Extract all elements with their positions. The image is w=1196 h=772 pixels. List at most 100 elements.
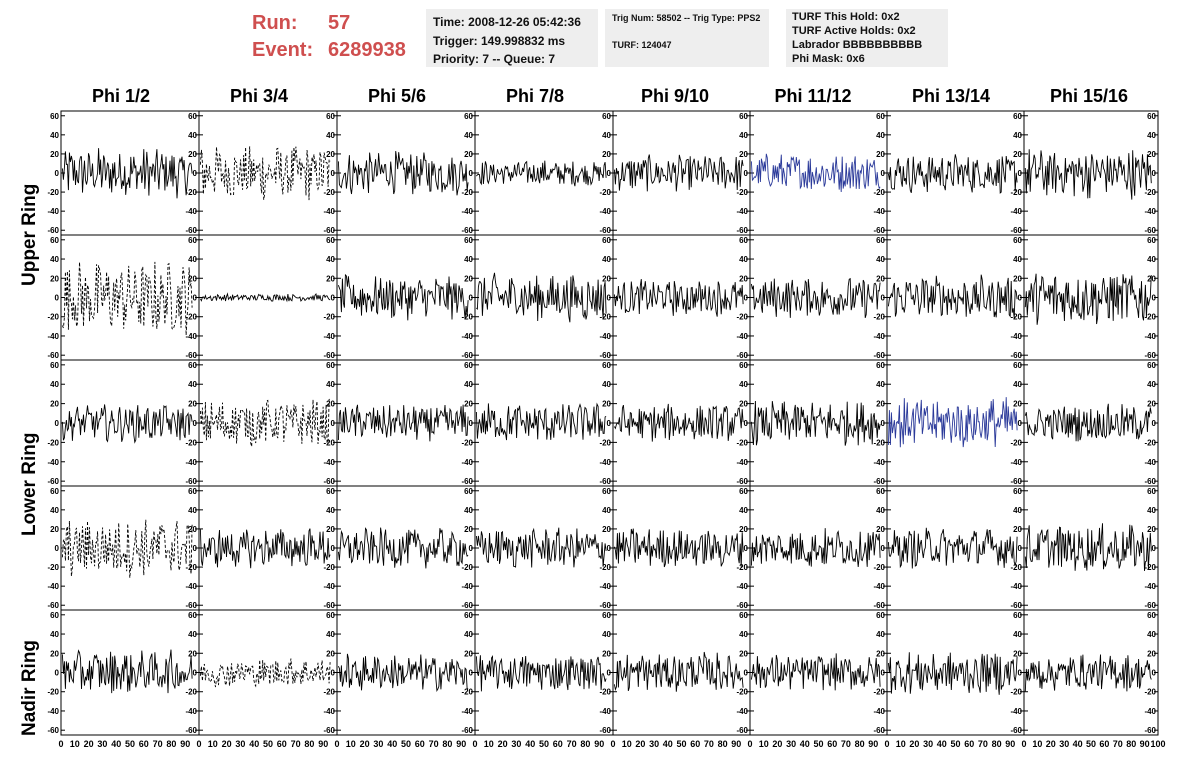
column-header-phi-1-2: Phi 1/2 <box>91 86 151 106</box>
y-tick-label: 20 <box>602 400 611 409</box>
x-tick-label: 80 <box>580 739 590 749</box>
y-tick-label: -60 <box>323 351 335 360</box>
y-tick-label: -20 <box>1010 563 1022 572</box>
y-tick-label: 20 <box>464 649 473 658</box>
x-tick-label: 10 <box>622 739 632 749</box>
y-tick-label: -20 <box>1144 688 1156 697</box>
waveform-trace <box>61 261 193 336</box>
y-tick-label: 20 <box>188 525 197 534</box>
panel-r4-c3: 60 40 20 0 -20 -40 -60 <box>474 609 614 736</box>
y-tick-label: -60 <box>1144 477 1156 486</box>
panel-r2-c7: 60 40 20 0 -20 -40 -60 <box>1023 359 1159 487</box>
y-tick-label: -20 <box>736 313 748 322</box>
y-tick-label: 60 <box>188 236 197 245</box>
panel-r2-c6: 60 40 20 0 -20 -40 -60 <box>886 359 1025 487</box>
y-tick-label: 40 <box>1013 255 1022 264</box>
y-tick-label: 60 <box>188 611 197 620</box>
x-tick-label: 80 <box>166 739 176 749</box>
y-tick-label: 60 <box>1147 487 1156 496</box>
time-trigger-box: Time: 2008-12-26 05:42:36 Trigger: 149.9… <box>426 9 598 67</box>
y-tick-label: -40 <box>47 207 59 216</box>
y-tick-label: 0 <box>193 419 198 428</box>
y-tick-label: 40 <box>739 506 748 515</box>
panel-r0-c7: 60 40 20 0 -20 -40 -60 <box>1023 110 1159 236</box>
y-tick-label: 40 <box>326 255 335 264</box>
y-tick-label: -40 <box>185 707 197 716</box>
y-tick-label: -20 <box>873 563 885 572</box>
panel-r0-c4: 60 40 20 0 -20 -40 -60 <box>612 110 751 236</box>
column-header-phi-5-6: Phi 5/6 <box>367 86 427 106</box>
event-label: Event: <box>252 39 314 61</box>
y-tick-label: -60 <box>736 601 748 610</box>
x-tick-label: 100 <box>1150 739 1165 749</box>
y-tick-label: -60 <box>461 726 473 735</box>
y-tick-label: -60 <box>1010 601 1022 610</box>
turf-hold-box: TURF This Hold: 0x2 TURF Active Holds: 0… <box>786 9 948 67</box>
x-tick-label: 40 <box>525 739 535 749</box>
y-tick-label: 20 <box>1013 150 1022 159</box>
y-tick-label: 40 <box>326 380 335 389</box>
y-tick-label: -20 <box>1144 438 1156 447</box>
y-tick-label: -40 <box>1010 707 1022 716</box>
y-tick-label: -60 <box>185 477 197 486</box>
y-tick-label: -40 <box>736 332 748 341</box>
y-tick-label: -40 <box>47 707 59 716</box>
y-tick-label: 0 <box>55 669 60 678</box>
y-tick-label: -60 <box>461 226 473 235</box>
y-tick-label: 20 <box>50 525 59 534</box>
waveform-trace <box>199 398 331 447</box>
waveform-trace <box>337 273 469 321</box>
y-tick-label: 20 <box>1147 525 1156 534</box>
y-tick-label: 40 <box>326 630 335 639</box>
y-tick-label: -40 <box>323 458 335 467</box>
y-tick-label: -60 <box>323 226 335 235</box>
y-tick-label: 40 <box>464 255 473 264</box>
waveform-trace <box>614 403 744 442</box>
waveform-trace <box>1024 149 1152 200</box>
x-tick-label: 10 <box>484 739 494 749</box>
x-tick-label: 20 <box>1046 739 1056 749</box>
y-tick-label: -40 <box>185 458 197 467</box>
panel-r2-c1: 60 40 20 0 -20 -40 -60 <box>198 359 338 487</box>
x-tick-label: 70 <box>291 739 301 749</box>
x-tick-label: 30 <box>97 739 107 749</box>
x-tick-label: 90 <box>180 739 190 749</box>
x-tick-label: 0 <box>334 739 339 749</box>
column-header-phi-13-14: Phi 13/14 <box>911 86 991 106</box>
y-tick-label: 40 <box>602 630 611 639</box>
y-tick-label: 40 <box>1147 131 1156 140</box>
y-tick-label: 40 <box>876 255 885 264</box>
y-tick-label: 40 <box>602 380 611 389</box>
x-tick-label: 40 <box>387 739 397 749</box>
y-tick-label: -60 <box>47 477 59 486</box>
y-tick-label: -60 <box>873 226 885 235</box>
y-tick-label: 0 <box>55 419 60 428</box>
panel-r4-c6: 60 40 20 0 -20 -40 -60 <box>886 609 1025 736</box>
panel-frame <box>336 359 476 487</box>
y-tick-label: -60 <box>1144 601 1156 610</box>
waveform-trace <box>1024 273 1152 325</box>
y-tick-label: 20 <box>464 274 473 283</box>
y-tick-label: 60 <box>1013 236 1022 245</box>
x-tick-label: 50 <box>401 739 411 749</box>
y-tick-label: 60 <box>326 236 335 245</box>
y-tick-label: -40 <box>461 332 473 341</box>
y-tick-label: 60 <box>50 236 59 245</box>
x-tick-label: 60 <box>827 739 837 749</box>
waveform-trace <box>475 402 607 441</box>
y-tick-label: 60 <box>1013 611 1022 620</box>
y-tick-label: -20 <box>185 563 197 572</box>
x-tick-label: 0 <box>610 739 615 749</box>
y-tick-label: -20 <box>461 688 473 697</box>
panel-r4-c2: 60 40 20 0 -20 -40 -60 <box>336 609 476 736</box>
y-tick-label: 60 <box>1147 236 1156 245</box>
waveform-trace <box>613 651 744 692</box>
y-tick-label: -20 <box>873 313 885 322</box>
y-tick-label: 60 <box>739 112 748 121</box>
panel-r4-c0: 60 60 40 40 20 20 0 0 -20 -20 -40 -40 -60 -60 <box>47 609 200 736</box>
y-tick-label: 60 <box>1147 112 1156 121</box>
run-label: Run: <box>252 12 298 34</box>
panel-r0-c2: 60 40 20 0 -20 -40 -60 <box>336 110 476 236</box>
x-tick-label: 80 <box>992 739 1002 749</box>
waveform-trace <box>887 652 1018 695</box>
